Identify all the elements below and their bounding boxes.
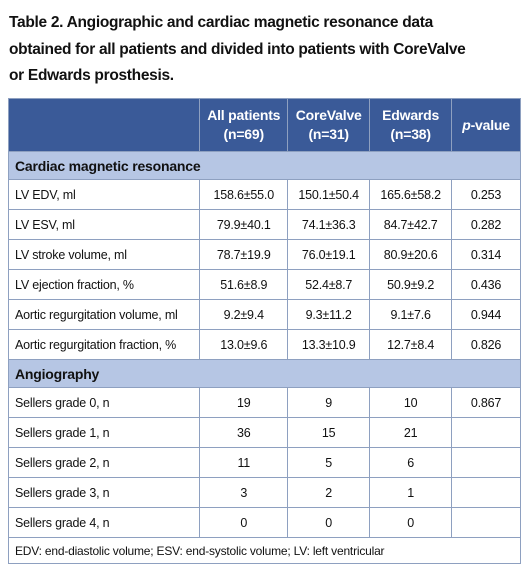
value-cell: 6	[369, 447, 453, 478]
value-cell: 74.1±36.3	[287, 209, 371, 240]
row-label: Aortic regurgitation fraction, %	[7, 329, 201, 360]
header-cell: p-value	[451, 98, 521, 152]
value-cell: 0.944	[451, 299, 521, 330]
row-label: LV EDV, ml	[7, 179, 201, 210]
data-row: Aortic regurgitation fraction, % 13.0±9.6…	[7, 329, 521, 360]
header-text: -value	[470, 116, 510, 133]
data-row: Sellers grade 1, n 36 15 21	[7, 417, 521, 448]
data-row: Aortic regurgitation volume, ml 9.2±9.4 9.…	[7, 299, 521, 330]
header-line: CoreValve	[295, 107, 362, 123]
title-line: obtained for all patients and divided in…	[9, 40, 466, 58]
value-cell: 1	[369, 477, 453, 508]
value-cell: 9.1±7.6	[369, 299, 453, 330]
header-cell: CoreValve (n=31)	[287, 98, 371, 152]
value-cell: 0	[199, 507, 289, 538]
header-line: All patients	[207, 107, 281, 123]
header-line: (n=38)	[390, 126, 431, 142]
value-cell: 0.282	[451, 209, 521, 240]
value-cell	[451, 477, 521, 508]
data-row: LV ESV, ml 79.9±40.1 74.1±36.3 84.7±42.7 0.2…	[7, 209, 521, 240]
value-cell: 0	[369, 507, 453, 538]
header-line: Edwards	[382, 107, 440, 123]
value-cell: 0.826	[451, 329, 521, 360]
value-cell: 12.7±8.4	[369, 329, 453, 360]
title-line: Table 2. Angiographic and cardiac magnet…	[9, 14, 433, 31]
row-label: LV ejection fraction, %	[7, 269, 201, 300]
value-cell: 50.9±9.2	[369, 269, 453, 300]
value-cell: 9.3±11.2	[287, 299, 371, 330]
header-cell	[7, 98, 201, 152]
section-row: Angiography	[8, 359, 521, 388]
value-cell: 80.9±20.6	[369, 239, 453, 270]
value-cell: 0.436	[451, 269, 521, 300]
data-table: All patients (n=69) CoreValve (n=31) Edwards…	[7, 98, 521, 564]
header-italic: p	[462, 116, 471, 133]
value-cell: 0.867	[451, 387, 521, 418]
value-cell: 9	[287, 387, 371, 418]
row-label: Aortic regurgitation volume, ml	[7, 299, 201, 330]
value-cell: 3	[199, 477, 289, 508]
value-cell: 52.4±8.7	[287, 269, 371, 300]
value-cell: 78.7±19.9	[199, 239, 289, 270]
section-row: Cardiac magnetic resonance	[8, 151, 521, 180]
header-line: (n=69)	[223, 126, 265, 142]
value-cell	[451, 447, 521, 478]
footnote-row: EDV: end-diastolic volume; ESV: end-syst…	[8, 537, 521, 564]
row-label: Sellers grade 0, n	[7, 387, 201, 418]
row-label: Sellers grade 4, n	[7, 507, 201, 538]
header-row: All patients (n=69) CoreValve (n=31) Edwards…	[7, 98, 521, 152]
value-cell: 21	[369, 417, 453, 448]
section-title: Cardiac magnetic resonance	[8, 151, 521, 180]
value-cell: 158.6±55.0	[199, 179, 289, 210]
data-row: LV ejection fraction, % 51.6±8.9 52.4±8.7 5…	[7, 269, 521, 300]
section-title: Angiography	[8, 359, 521, 388]
value-cell: 79.9±40.1	[199, 209, 289, 240]
value-cell: 10	[369, 387, 453, 418]
value-cell: 0	[287, 507, 371, 538]
value-cell: 13.0±9.6	[199, 329, 289, 360]
table-title: Table 2. Angiographic and cardiac magnet…	[9, 10, 466, 90]
row-label: LV stroke volume, ml	[7, 239, 201, 270]
value-cell: 11	[199, 447, 289, 478]
row-label: Sellers grade 1, n	[7, 417, 201, 448]
value-cell: 51.6±8.9	[199, 269, 289, 300]
row-label: Sellers grade 3, n	[7, 477, 201, 508]
value-cell: 84.7±42.7	[369, 209, 453, 240]
value-cell: 36	[199, 417, 289, 448]
header-cell: All patients (n=69)	[199, 98, 289, 152]
header-cell: Edwards (n=38)	[369, 98, 453, 152]
footnote: EDV: end-diastolic volume; ESV: end-syst…	[8, 537, 521, 564]
value-cell: 5	[287, 447, 371, 478]
value-cell: 0.253	[451, 179, 521, 210]
value-cell: 2	[287, 477, 371, 508]
value-cell	[451, 417, 521, 448]
header-line: (n=31)	[308, 126, 349, 142]
value-cell: 150.1±50.4	[287, 179, 371, 210]
data-row: LV EDV, ml 158.6±55.0 150.1±50.4 165.6±58.2…	[7, 179, 521, 210]
value-cell: 9.2±9.4	[199, 299, 289, 330]
row-label: Sellers grade 2, n	[7, 447, 201, 478]
value-cell: 76.0±19.1	[287, 239, 371, 270]
title-line: or Edwards prosthesis.	[9, 67, 174, 84]
data-row: Sellers grade 0, n 19 9 10 0.867	[7, 387, 521, 418]
row-label: LV ESV, ml	[7, 209, 201, 240]
value-cell	[451, 507, 521, 538]
value-cell: 13.3±10.9	[287, 329, 371, 360]
value-cell: 0.314	[451, 239, 521, 270]
value-cell: 15	[287, 417, 371, 448]
value-cell: 19	[199, 387, 289, 418]
data-row: LV stroke volume, ml 78.7±19.9 76.0±19.1 80…	[7, 239, 521, 270]
value-cell: 165.6±58.2	[369, 179, 453, 210]
data-row: Sellers grade 2, n 11 5 6	[7, 447, 521, 478]
